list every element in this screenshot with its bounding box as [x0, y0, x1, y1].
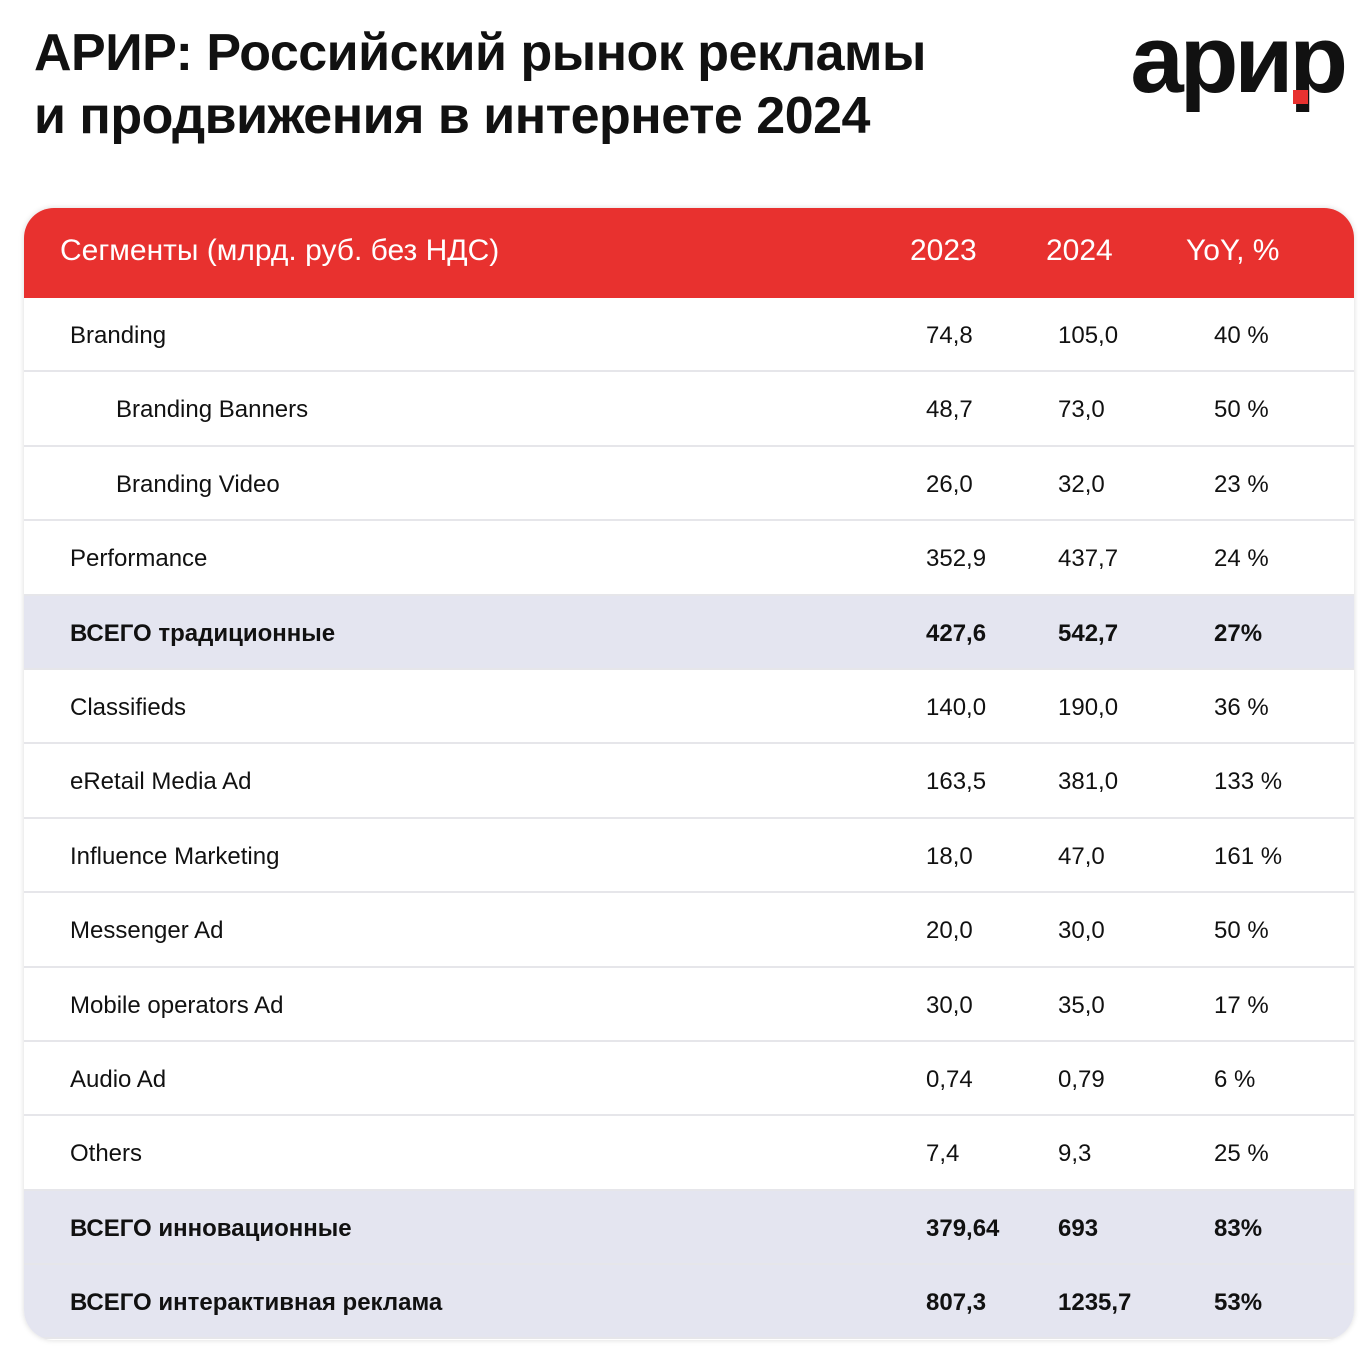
cell: 20,0	[926, 917, 973, 945]
row-label: Branding Video	[116, 470, 280, 498]
cell: 17 %	[1214, 991, 1269, 1019]
cell: 352,9	[926, 545, 987, 573]
cell: 26,0	[926, 470, 973, 498]
table-row: Messenger Ad 20,0 30,0 50 %	[24, 893, 1354, 968]
logo-dot	[1293, 90, 1308, 104]
cell: 7,4	[926, 1140, 960, 1168]
cell: 381,0	[1058, 768, 1119, 796]
row-label: eRetail Media Ad	[70, 768, 252, 796]
cell: 30,0	[926, 991, 973, 1019]
cell: 24 %	[1214, 545, 1269, 573]
cell: 133 %	[1214, 768, 1283, 796]
cell: 73,0	[1058, 396, 1105, 424]
cell: 50 %	[1214, 396, 1269, 424]
cell: 105,0	[1058, 322, 1119, 349]
column-header: 2024	[1046, 234, 1113, 267]
table-row: ВСЕГО традиционные 427,6 542,7 27%	[24, 595, 1354, 670]
row-label: ВСЕГО инновационные	[70, 1214, 352, 1242]
row-label: Branding	[70, 322, 167, 349]
row-label: Branding Banners	[116, 396, 309, 424]
table-row: ВСЕГО инновационные 379,64 693 83%	[24, 1190, 1354, 1266]
cell: 53%	[1214, 1289, 1263, 1317]
cell: 32,0	[1058, 470, 1105, 498]
cell: 1235,7	[1058, 1289, 1132, 1317]
table-row: eRetail Media Ad 163,5 381,0 133 %	[24, 744, 1354, 819]
cell: 161 %	[1214, 842, 1283, 870]
logo: арир	[1130, 6, 1348, 113]
table-row: Performance 352,9 437,7 24 %	[24, 521, 1354, 596]
column-header: YoY, %	[1186, 234, 1280, 267]
cell: 18,0	[926, 842, 973, 870]
cell: 36 %	[1214, 693, 1269, 721]
table-row: Influence Marketing 18,0 47,0 161 %	[24, 819, 1354, 894]
title: АРИР: Российский рынок рекламы и продвиж…	[34, 22, 926, 148]
row-label: Others	[70, 1140, 143, 1168]
cell: 25 %	[1214, 1140, 1269, 1168]
table-row: Audio Ad 0,74 0,79 6 %	[24, 1042, 1354, 1117]
cell: 0,79	[1058, 1065, 1105, 1093]
table-row: Branding Banners 48,7 73,0 50 %	[24, 372, 1354, 447]
cell: 163,5	[926, 768, 987, 796]
column-header: 2023	[910, 234, 977, 267]
cell: 140,0	[926, 693, 987, 721]
cell: 30,0	[1058, 917, 1105, 945]
title-line: АРИР: Российский рынок рекламы	[34, 24, 926, 82]
row-label: Messenger Ad	[70, 917, 224, 945]
row-label: ВСЕГО интерактивная реклама	[70, 1289, 443, 1317]
cell: 437,7	[1058, 545, 1119, 573]
cell: 83%	[1214, 1214, 1263, 1242]
table-row: Others 7,4 9,3 25 %	[24, 1116, 1354, 1191]
row-label: Mobile operators Ad	[70, 991, 284, 1019]
table-row: Mobile operators Ad 30,0 35,0 17 %	[24, 968, 1354, 1042]
cell: 807,3	[926, 1289, 987, 1317]
cell: 50 %	[1214, 917, 1269, 945]
cell: 427,6	[926, 619, 987, 647]
row-label: Influence Marketing	[70, 842, 280, 870]
cell: 23 %	[1214, 470, 1269, 498]
cell: 40 %	[1214, 322, 1269, 349]
table-row: Branding Video 26,0 32,0 23 %	[24, 447, 1354, 522]
cell: 47,0	[1058, 842, 1105, 870]
cell: 190,0	[1058, 693, 1119, 721]
cell: 27%	[1214, 619, 1263, 647]
title-line: и продвижения в интернете 2024	[34, 87, 870, 145]
cell: 542,7	[1058, 619, 1119, 647]
table-row: ВСЕГО интерактивная реклама 807,3 1235,7 53…	[24, 1265, 1354, 1340]
cell: 9,3	[1058, 1140, 1092, 1168]
cell: 35,0	[1058, 991, 1105, 1019]
cell: 48,7	[926, 396, 973, 424]
cell: 6 %	[1214, 1065, 1256, 1093]
row-label: Audio Ad	[70, 1065, 167, 1093]
cell: 74,8	[926, 322, 973, 349]
row-label: ВСЕГО традиционные	[70, 619, 336, 647]
cell: 379,64	[926, 1214, 1000, 1242]
cell: 693	[1058, 1214, 1099, 1242]
table-row: Classifieds 140,0 190,0 36 %	[24, 670, 1354, 745]
row-label: Performance	[70, 545, 208, 573]
table-header: Сегменты (млрд. руб. без НДС) 2023 2024 YoY…	[24, 208, 1354, 298]
table-row: Branding 74,8 105,0 40 %	[24, 298, 1354, 373]
cell: 0,74	[926, 1065, 973, 1093]
column-header: Сегменты (млрд. руб. без НДС)	[60, 234, 500, 267]
row-label: Classifieds	[70, 693, 187, 721]
table: Сегменты (млрд. руб. без НДС) 2023 2024 YoY…	[24, 208, 1354, 1340]
